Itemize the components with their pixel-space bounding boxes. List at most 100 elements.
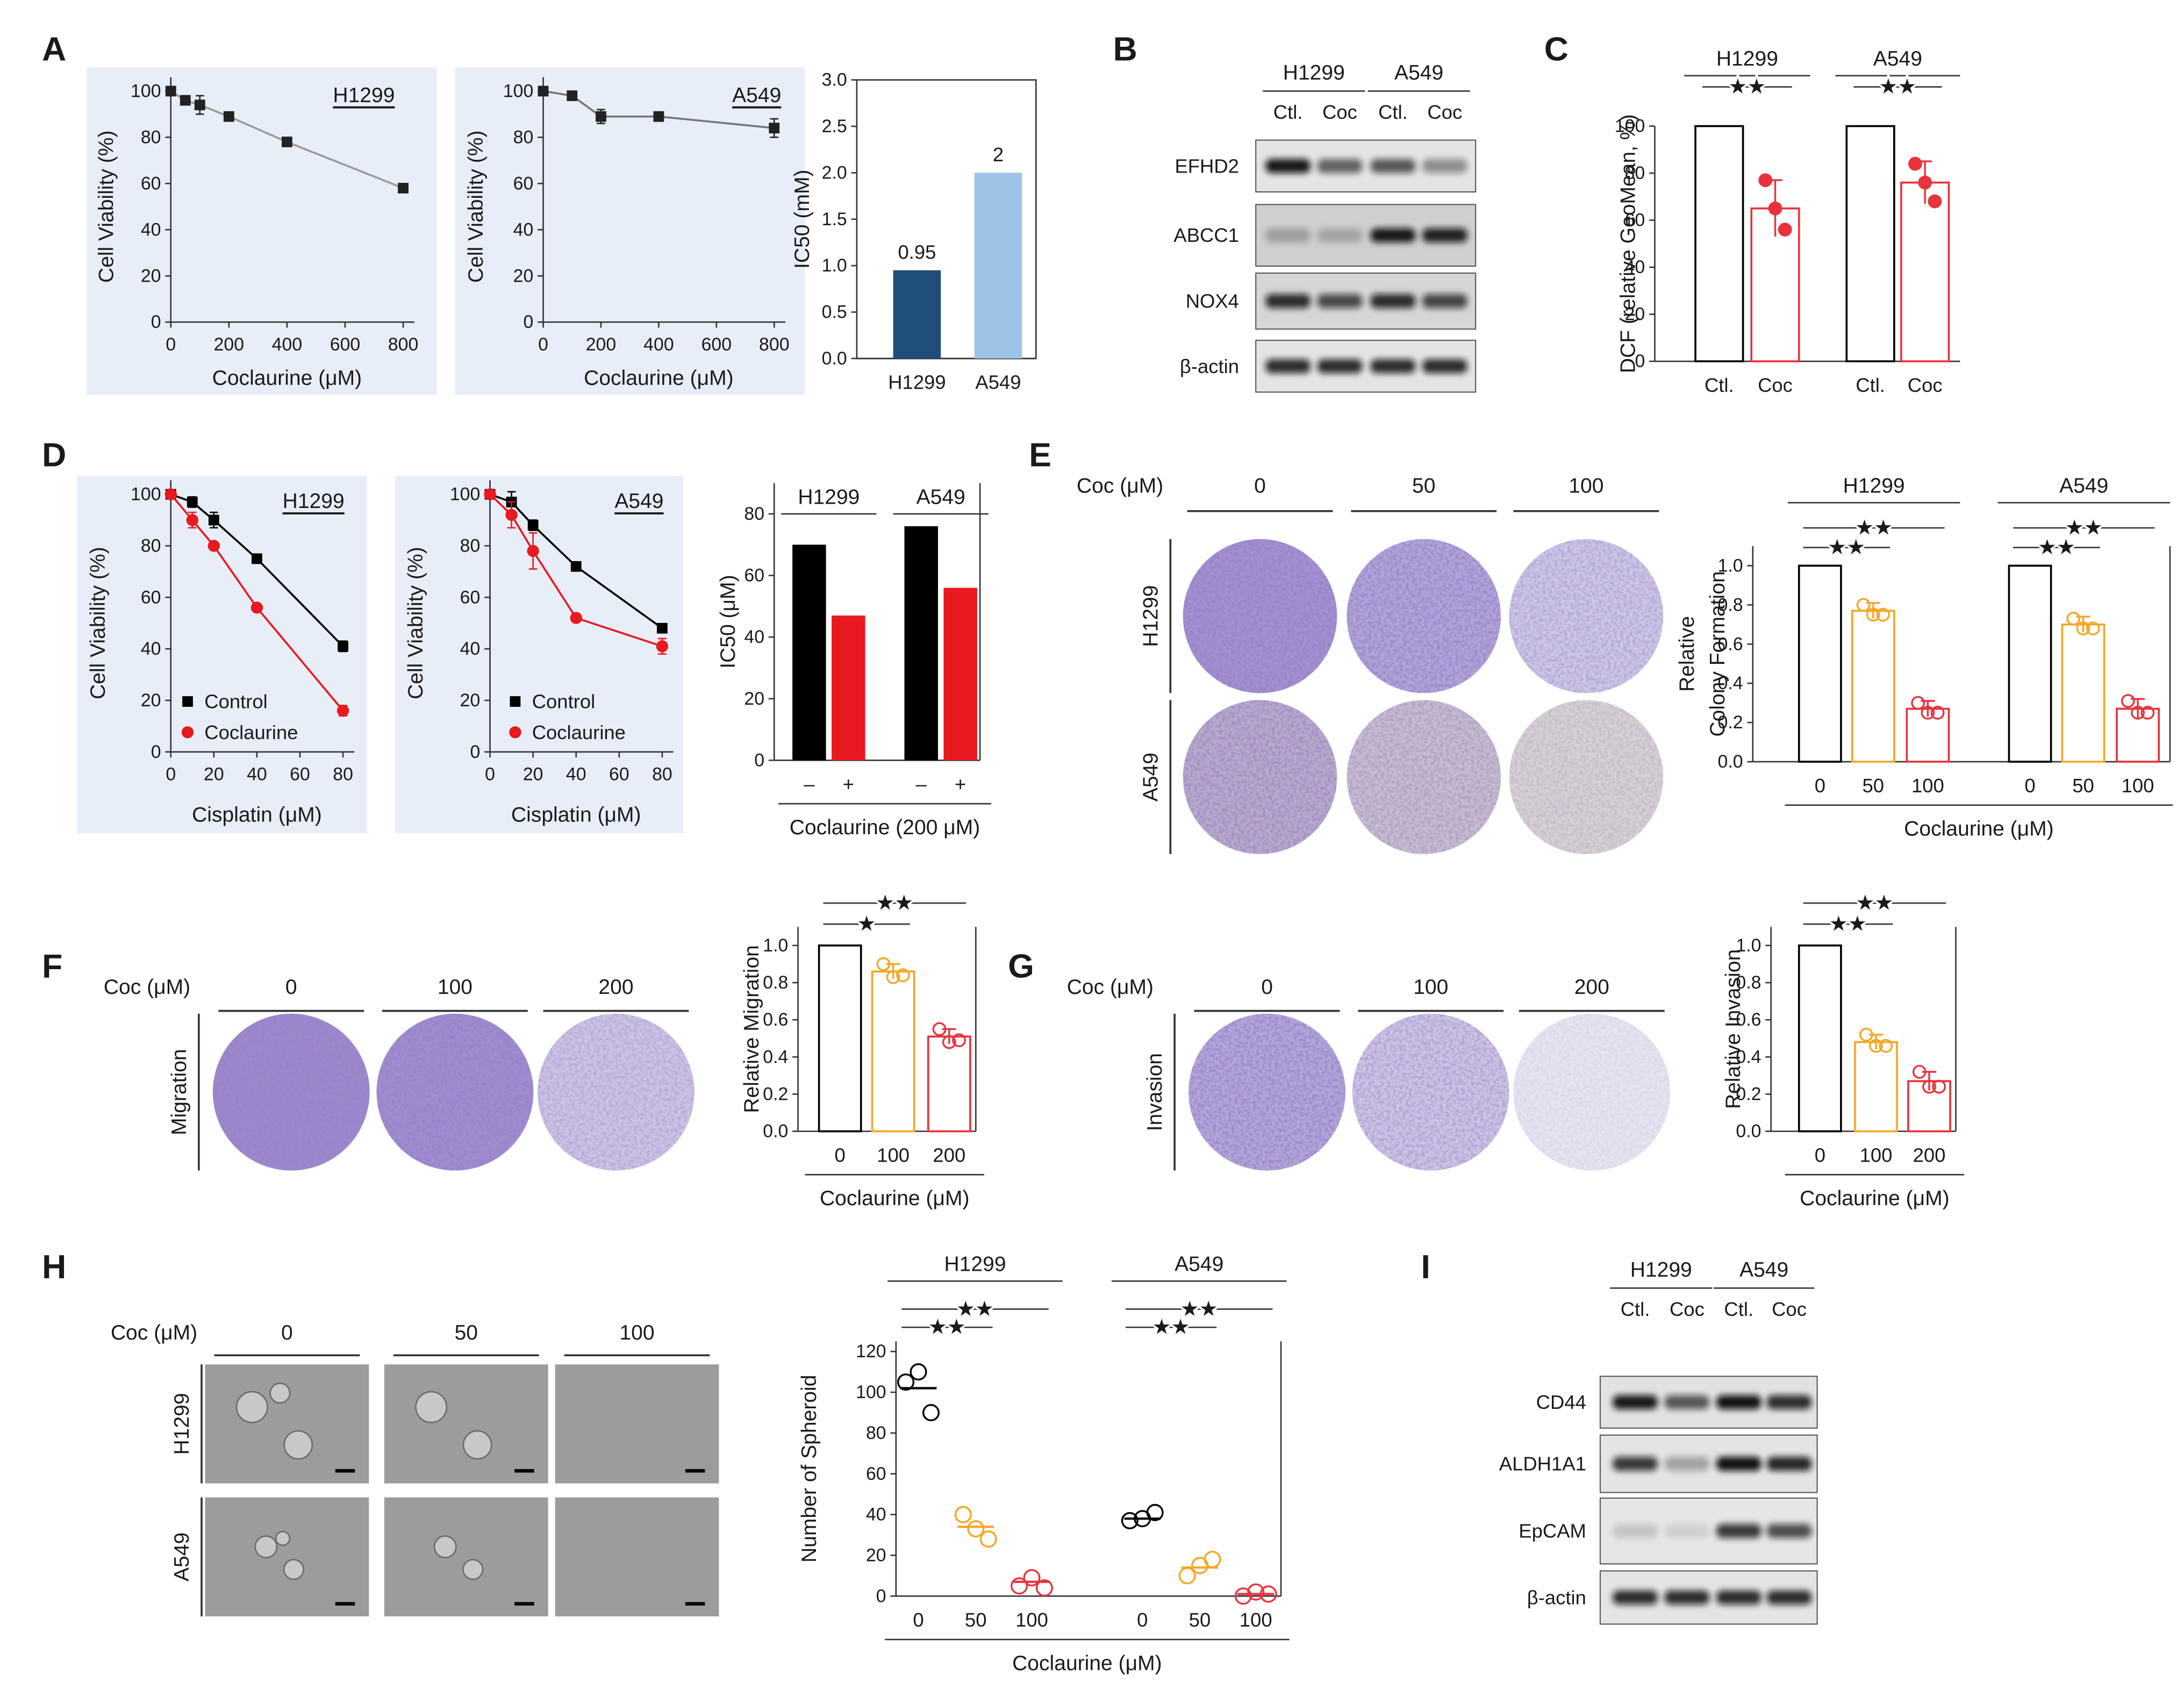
bar [818,944,862,1133]
protein-label: ALDH1A1 [1499,1453,1586,1475]
y-axis-label: Relative Invasion [1722,949,1745,1109]
data-point [1204,1551,1221,1569]
blot-band [1613,1590,1658,1605]
marker [207,540,220,552]
y-tick-label: 2.0 [822,162,847,183]
blot-band [1317,228,1363,242]
y-tick-label: 80 [866,1423,886,1443]
group-label: H1299 [798,485,860,509]
y-tick-label: 0.2 [1718,712,1743,733]
x-tick-label: 200 [1913,1144,1946,1166]
x-tick-label: 60 [290,764,310,784]
y-tick-label: 40 [866,1505,886,1525]
significance-label: ★★ [1855,517,1893,540]
y-tick-label: 0 [754,750,764,770]
marker [182,696,193,707]
y-tick-label: 0.4 [1718,673,1743,693]
y-tick-label: 20 [866,1545,886,1565]
y-tick-label: 2.5 [822,116,847,137]
marker [509,726,521,739]
y-tick-label: 0.5 [822,302,847,323]
marker [527,520,539,531]
y-tick-label: 1.5 [822,209,847,230]
y-tick-label: 0.0 [1718,751,1743,772]
lane-label: Coc [1322,101,1357,123]
well-colonies [1513,1013,1671,1171]
dose-header: Coc (μM) [111,1321,197,1344]
x-tick-label: 50 [1189,1609,1211,1631]
y-tick-label: 40 [460,639,481,659]
well-colonies [538,1013,694,1171]
blot-band [1766,1457,1812,1471]
y-tick-label: 80 [1625,163,1645,183]
data-point [2076,621,2090,635]
blot-band [1422,228,1467,242]
x-axis-label: Coclaurine (μM) [1904,818,2054,841]
blot-band [1317,294,1363,309]
x-tick-label: 50 [965,1609,987,1631]
blot-group-label: H1299 [1630,1258,1692,1281]
y-tick-label: 60 [866,1464,886,1484]
y-tick-label: 80 [460,535,481,556]
x-axis-label: Coclaurine (200 μM) [790,816,980,839]
marker [398,183,409,194]
marker [653,111,664,122]
spheroid [235,1391,268,1423]
x-tick-label: 600 [330,334,360,355]
y-tick-label: 100 [131,484,161,505]
lane-label: Ctl. [1378,101,1408,123]
y-tick-label: 0 [1635,351,1645,371]
data-point [1234,1587,1252,1605]
significance-label: ★★ [1879,75,1916,98]
y-tick-label: 0.0 [763,1121,788,1142]
significance-label: ★★ [1828,536,1865,559]
lane-label: Coc [1772,1298,1807,1320]
blot-band [1422,359,1467,374]
marker [567,90,578,101]
legend-label: Control [532,691,596,713]
y-axis-label: DCF (relative GeoMean, %) [1617,114,1640,374]
x-axis-label: Coclaurine (μM) [212,367,362,390]
well-colonies [1509,539,1664,693]
x-tick-label: 0 [1815,775,1825,797]
marker [336,704,349,717]
data-point [967,1520,985,1538]
x-tick-label: 60 [609,764,629,784]
legend-label: Coclaurine [204,721,298,743]
x-tick-label: 100 [1015,1609,1048,1631]
data-point [2140,705,2155,720]
y-tick-label: 60 [1625,210,1645,231]
cell-line-label: H1299 [333,84,395,107]
marker [180,95,191,106]
data-point [1879,1039,1893,1053]
plot-background [395,476,683,833]
x-tick-label: 40 [566,764,586,784]
x-tick-label: Ctl. [1856,374,1885,396]
dose-header: Coc (μM) [1077,474,1163,497]
y-axis-label: Number of Spheroid [798,1375,821,1563]
blot-band [1370,159,1416,173]
x-axis-label: Coclaurine (μM) [1012,1652,1162,1675]
blot-band [1716,1590,1761,1605]
y-tick-label: 100 [856,1382,886,1402]
panel-letter: H [42,1248,66,1286]
blot-group-label: A549 [1394,61,1443,84]
data-point [1932,1079,1946,1094]
well-colonies [1188,1013,1345,1171]
row-label: H1299 [1139,585,1162,647]
blot-band [1664,1590,1710,1605]
row-label: Migration [168,1049,191,1135]
x-tick-label: 0 [166,334,176,355]
y-axis-label: IC50 (μM) [717,575,740,668]
panel-letter: E [1029,436,1051,474]
y-tick-label: 120 [856,1341,886,1362]
blot-band [1716,1524,1761,1538]
blot-band [1422,294,1467,309]
bar [893,270,941,359]
y-tick-label: 0.6 [763,1009,788,1030]
x-tick-label: H1299 [888,371,946,393]
lane-label: Ctl. [1724,1298,1753,1320]
x-tick-label: 50 [2072,775,2094,797]
y-tick-label: 20 [513,266,534,286]
blot-band [1422,159,1467,173]
